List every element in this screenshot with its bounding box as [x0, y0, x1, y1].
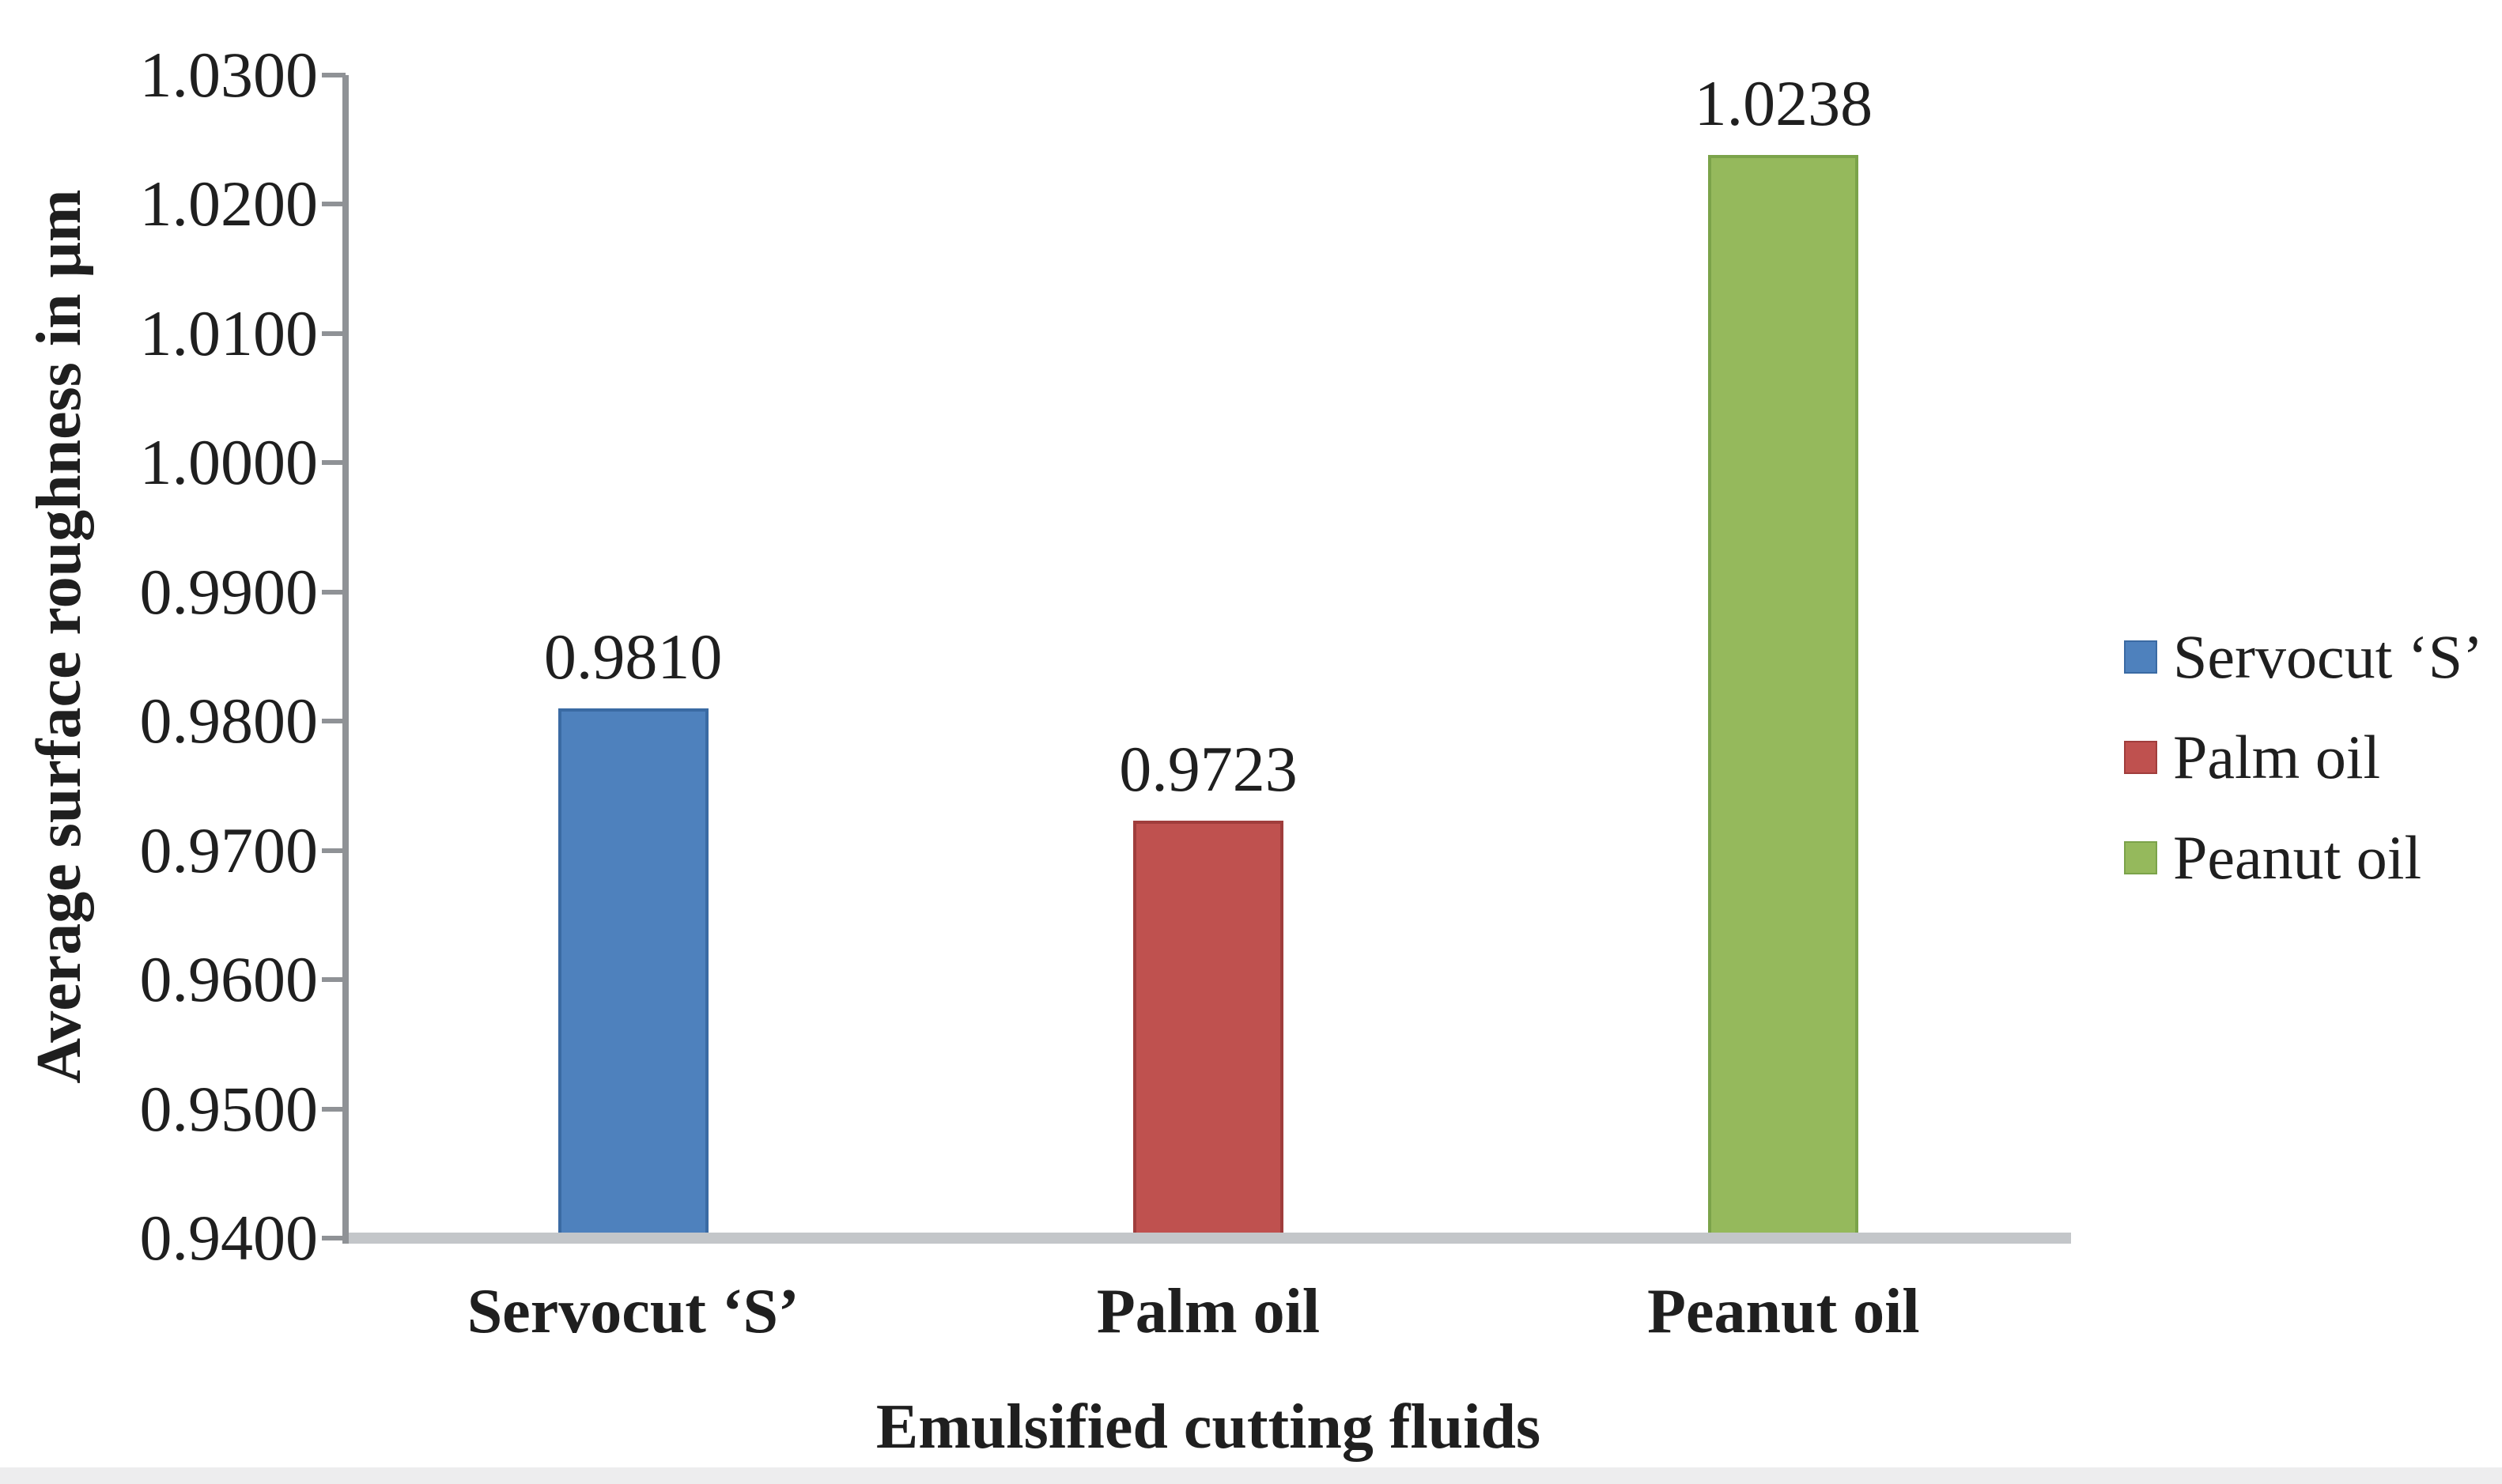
y-tick-mark — [322, 202, 346, 207]
legend-marker — [2124, 741, 2157, 774]
legend-label: Servocut ‘S’ — [2173, 622, 2484, 691]
x-axis-title: Emulsified cutting fluids — [875, 1392, 1541, 1462]
y-tick-mark — [322, 848, 346, 853]
bar — [557, 708, 709, 1238]
legend-row: Palm oil — [2124, 724, 2483, 791]
bar-value-label: 0.9810 — [543, 620, 723, 693]
y-tick-label: 1.0000 — [139, 426, 319, 499]
x-category-label: Servocut ‘S’ — [467, 1277, 799, 1346]
y-tick-mark — [322, 977, 346, 983]
bar-value-label: 0.9723 — [1119, 733, 1298, 806]
legend-label: Peanut oil — [2173, 823, 2422, 892]
y-tick-mark — [322, 73, 346, 77]
legend-row: Peanut oil — [2124, 825, 2483, 891]
y-tick-mark — [322, 460, 346, 466]
x-category-label: Palm oil — [1096, 1277, 1321, 1346]
y-tick-mark — [322, 330, 346, 336]
y-tick-label: 1.0300 — [139, 39, 319, 111]
y-tick-mark — [322, 719, 346, 724]
y-tick-label: 0.9800 — [139, 685, 319, 757]
x-category-label: Peanut oil — [1647, 1277, 1920, 1346]
y-tick-label: 1.0100 — [139, 296, 319, 369]
y-tick-mark — [322, 589, 346, 595]
y-tick-mark — [322, 1236, 346, 1240]
y-tick-label: 1.0200 — [139, 168, 319, 240]
legend-row: Servocut ‘S’ — [2124, 624, 2483, 690]
y-tick-mark — [322, 1106, 346, 1112]
x-axis-line — [342, 1233, 2071, 1244]
bar — [1133, 821, 1283, 1238]
legend-label: Palm oil — [2173, 723, 2381, 791]
y-axis-line — [342, 75, 349, 1244]
legend-marker — [2124, 841, 2157, 874]
y-tick-label: 0.9900 — [139, 555, 319, 628]
y-tick-label: 0.9400 — [139, 1202, 319, 1274]
bar — [1708, 155, 1859, 1238]
y-tick-label: 0.9700 — [139, 814, 319, 886]
bar-value-label: 1.0238 — [1694, 67, 1873, 140]
legend-marker — [2124, 640, 2157, 674]
figure-bottom-edge — [0, 1467, 2502, 1484]
y-tick-label: 0.9600 — [139, 943, 319, 1016]
legend: Servocut ‘S’ Palm oil Peanut oil — [2124, 624, 2483, 925]
y-tick-label: 0.9500 — [139, 1072, 319, 1145]
